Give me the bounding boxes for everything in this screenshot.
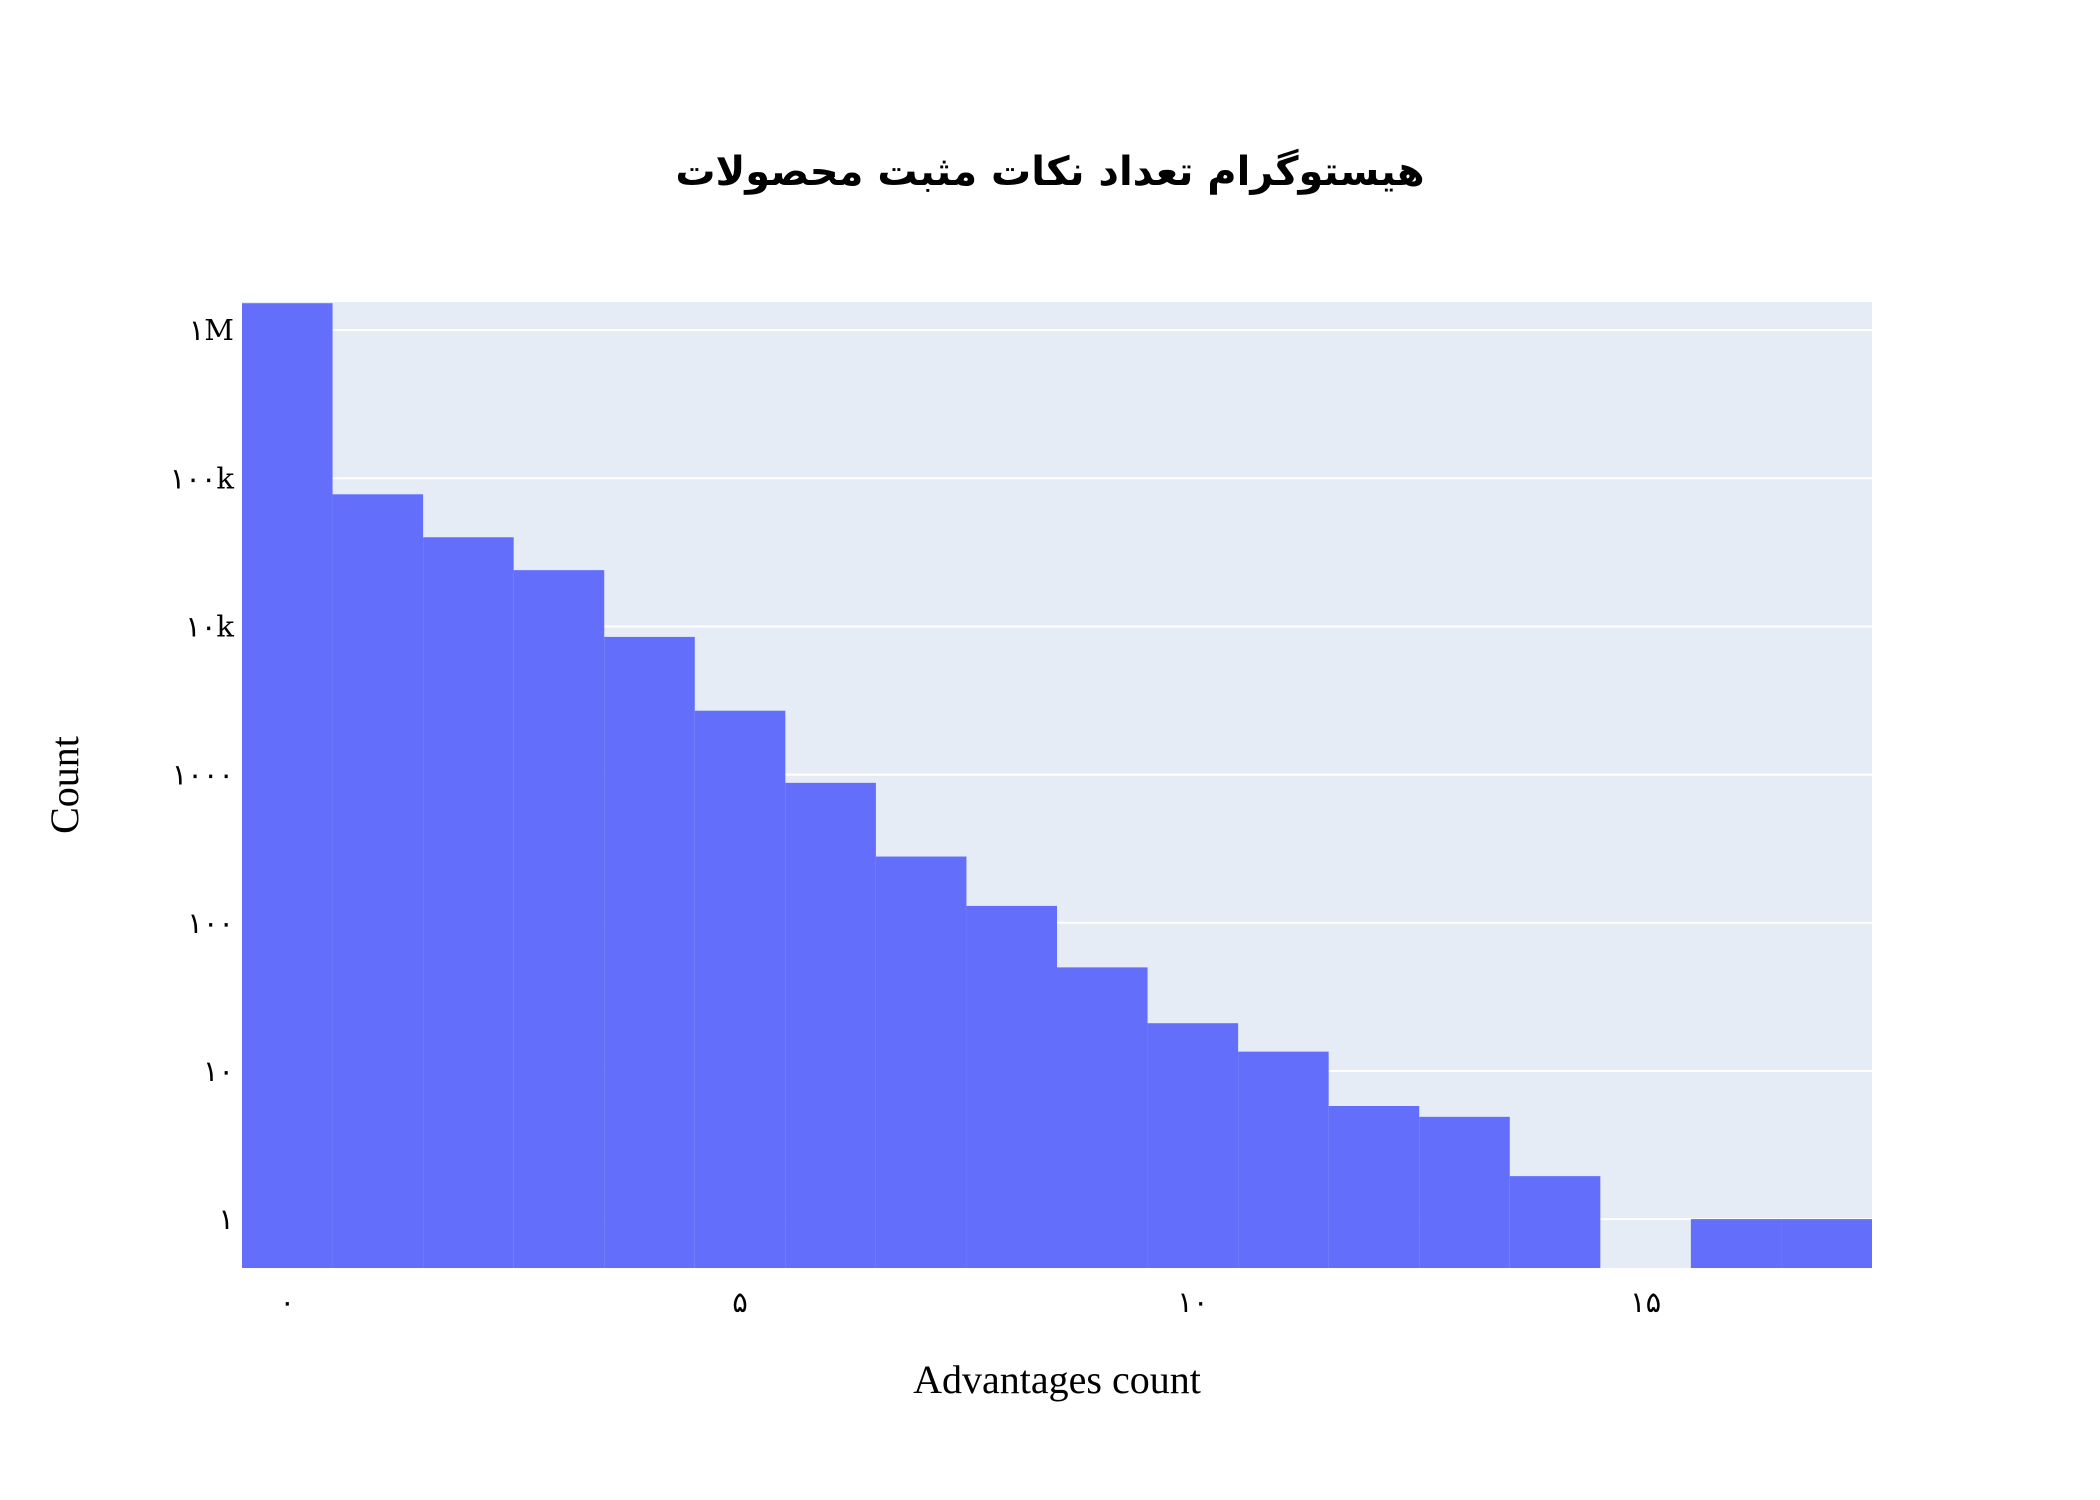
histogram-bars [242,303,1872,1269]
y-tick-label: ۱۰k [185,609,234,643]
histogram-bar [785,782,876,1268]
histogram-bar [875,856,967,1268]
y-tick-label: ۱۰ [203,1054,234,1088]
x-tick-label: ۱۰ [1177,1285,1208,1319]
histogram-bar [1328,1105,1420,1268]
histogram-bar [966,905,1057,1268]
x-axis-ticks: ۰ ۵ ۱۰ ۱۵ [279,1285,1661,1319]
histogram-bar [1238,1051,1329,1268]
y-axis-ticks: ۱ ۱۰ ۱۰۰ ۱۰۰۰ ۱۰k ۱۰۰k ۱M [170,313,235,1236]
y-tick-label: ۱۰۰ [187,906,234,940]
y-axis-title: Count [42,736,87,834]
y-tick-label: ۱۰۰k [170,461,235,495]
histogram-bar [694,710,786,1268]
chart-title: هیستوگرام تعداد نکات مثبت محصولات [675,148,1424,195]
histogram-bar [1419,1116,1510,1268]
histogram-bar [604,636,695,1268]
y-tick-label: ۱ [218,1202,234,1236]
x-tick-label: ۰ [279,1285,295,1319]
histogram-bar [1509,1176,1601,1268]
histogram-bar [513,570,605,1268]
histogram-bar [242,303,333,1268]
y-tick-label: ۱M [189,313,234,347]
x-tick-label: ۵ [732,1285,748,1319]
histogram-bar [332,494,424,1269]
y-tick-label: ۱۰۰۰ [172,758,234,792]
histogram-bar [1690,1219,1782,1268]
histogram-bar [1781,1219,1872,1268]
x-axis-title: Advantages count [913,1357,1201,1402]
x-tick-label: ۱۵ [1630,1285,1661,1319]
histogram-bar [1057,967,1148,1268]
histogram-bar [1147,1023,1239,1268]
histogram-bar [423,537,514,1268]
